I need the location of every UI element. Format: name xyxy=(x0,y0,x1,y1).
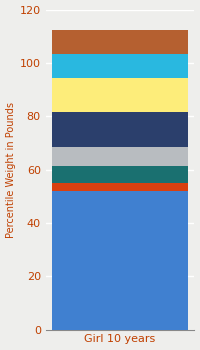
Bar xyxy=(52,112,188,147)
Bar xyxy=(52,54,188,78)
Bar xyxy=(52,191,188,330)
Bar xyxy=(52,78,188,112)
Bar xyxy=(52,166,188,183)
Bar xyxy=(52,29,188,54)
Y-axis label: Percentile Weight in Pounds: Percentile Weight in Pounds xyxy=(6,102,16,238)
Bar xyxy=(52,183,188,191)
Bar xyxy=(52,147,188,166)
